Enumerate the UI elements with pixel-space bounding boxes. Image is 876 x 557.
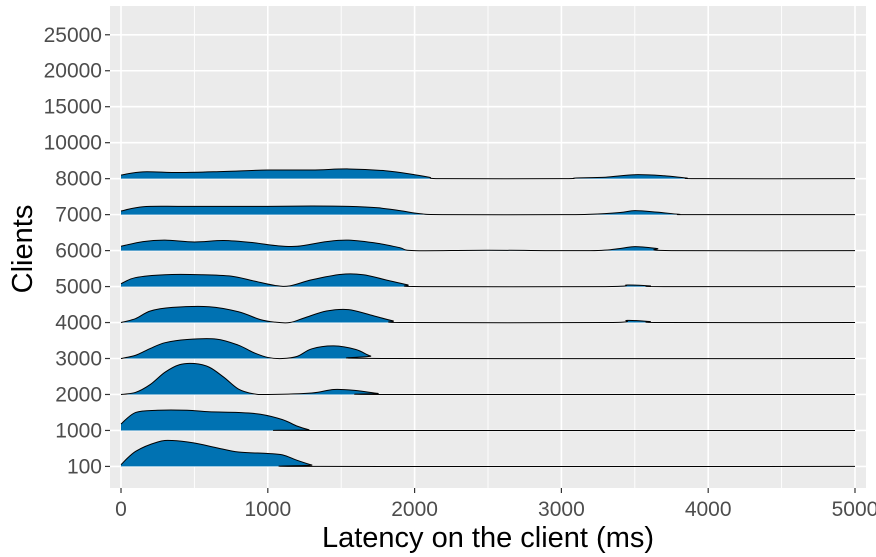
y-tick-label: 15000 xyxy=(44,96,102,119)
x-tick-label: 3000 xyxy=(538,498,585,521)
ridge-outline-7000 xyxy=(120,205,855,216)
ridge-outline-1000 xyxy=(120,409,855,432)
ridge-area-4000 xyxy=(121,306,855,323)
ridge-outline-4000 xyxy=(120,305,855,324)
x-axis: 0 1000 2000 3000 4000 5000 xyxy=(115,488,876,521)
ridge-outline-2000 xyxy=(120,362,855,396)
y-axis-title: Clients xyxy=(7,205,39,294)
ridge-outline-6000 xyxy=(120,239,855,252)
ridge-outline-100 xyxy=(120,439,855,468)
y-tick-label: 1000 xyxy=(55,419,102,442)
x-tick-label: 1000 xyxy=(244,498,291,521)
density-ridges xyxy=(120,168,855,468)
y-tick-label: 7000 xyxy=(55,204,102,227)
y-tick-label: 100 xyxy=(67,455,102,478)
y-tick-label: 2000 xyxy=(55,383,102,406)
ridge-area-7000 xyxy=(121,205,855,215)
x-tick-label: 0 xyxy=(115,498,127,521)
y-tick-label: 25000 xyxy=(44,24,102,47)
x-tick-label: 5000 xyxy=(832,498,876,521)
ridge-outline-5000 xyxy=(120,273,855,288)
ridge-outline-3000 xyxy=(120,338,855,360)
ridge-outline-8000 xyxy=(120,168,855,180)
y-tick-label: 6000 xyxy=(55,240,102,263)
y-tick-label: 20000 xyxy=(44,60,102,83)
y-tick-label: 5000 xyxy=(55,276,102,299)
ridge-area-2000 xyxy=(121,363,855,395)
x-tick-label: 2000 xyxy=(391,498,438,521)
y-tick-label: 4000 xyxy=(55,312,102,335)
ridge-area-1000 xyxy=(121,410,855,431)
y-tick-label: 8000 xyxy=(55,168,102,191)
y-tick-label: 3000 xyxy=(55,348,102,371)
y-axis: 100 1000 2000 3000 4000 5000 6000 7000 8000 10000… xyxy=(44,24,110,478)
x-axis-title: Latency on the client (ms) xyxy=(322,522,654,554)
ridge-area-6000 xyxy=(121,240,855,251)
ridge-area-100 xyxy=(121,440,855,467)
x-tick-label: 4000 xyxy=(685,498,732,521)
y-tick-label: 10000 xyxy=(44,132,102,155)
ridge-area-8000 xyxy=(121,168,855,179)
ridge-area-5000 xyxy=(121,273,855,287)
ridge-area-3000 xyxy=(121,338,855,359)
